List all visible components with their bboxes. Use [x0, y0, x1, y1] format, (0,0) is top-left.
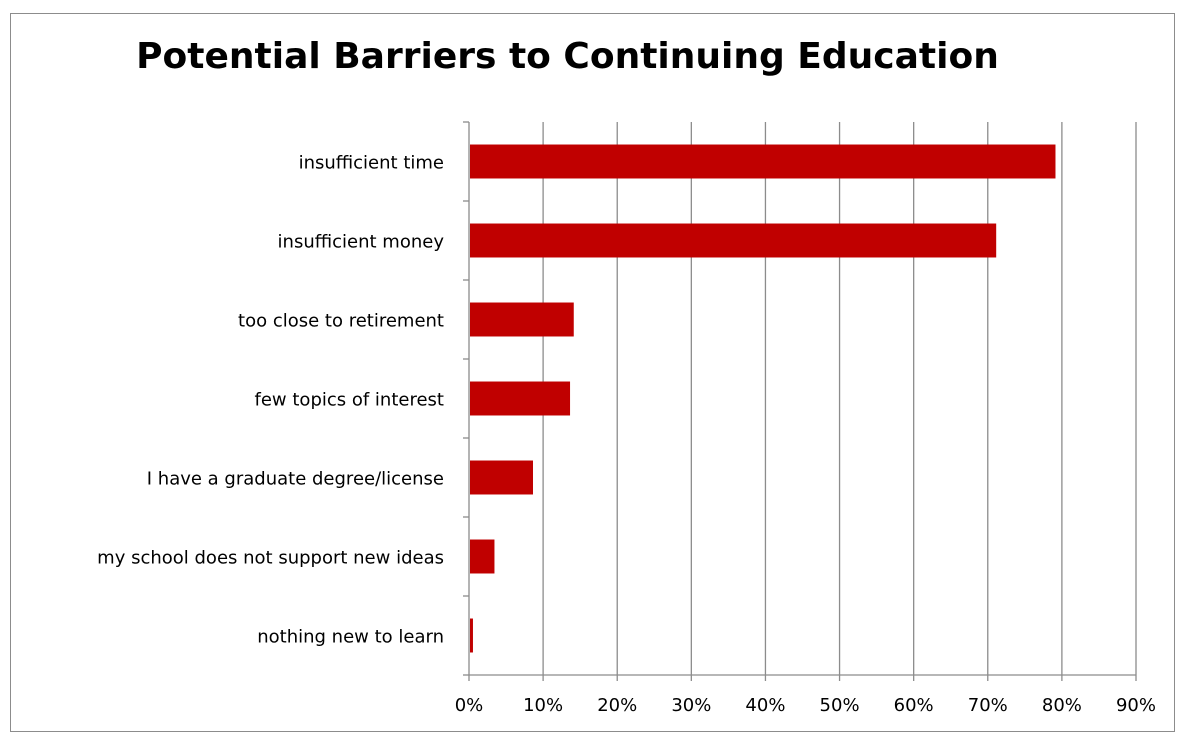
category-label: insufficient money [278, 232, 445, 253]
gridlines [542, 122, 1137, 675]
x-tick-label: 50% [820, 695, 860, 716]
category-label: few topics of interest [255, 390, 444, 411]
x-tick-label: 40% [745, 695, 785, 716]
bar [470, 618, 473, 653]
x-tick-labels: 0% 10% 20% 30% 40% 50% 60% 70% 80% 90% [455, 695, 1156, 716]
category-label: my school does not support new ideas [97, 548, 444, 569]
bars [470, 144, 1056, 653]
bar [470, 381, 571, 416]
category-labels: insufficient time insufficient money too c… [97, 153, 444, 648]
x-tick-label: 60% [894, 695, 934, 716]
bar [470, 223, 997, 258]
x-tick-label: 30% [671, 695, 711, 716]
chart-title: Potential Barriers to Continuing Educati… [136, 36, 999, 77]
x-tick-label: 10% [523, 695, 563, 716]
x-tick-label: 90% [1116, 695, 1156, 716]
x-tick-label: 70% [968, 695, 1008, 716]
category-label: too close to retirement [238, 311, 444, 332]
bar [470, 144, 1056, 179]
category-label: I have a graduate degree/license [147, 469, 444, 490]
axes [463, 121, 1137, 681]
x-tick-label: 0% [455, 695, 484, 716]
chart-frame [10, 13, 1175, 732]
category-label: insufficient time [299, 153, 444, 174]
x-tick-label: 80% [1042, 695, 1082, 716]
category-label: nothing new to learn [257, 627, 444, 648]
x-tick-label: 20% [597, 695, 637, 716]
bar [470, 539, 495, 574]
bar [470, 460, 533, 495]
bar [470, 302, 574, 337]
